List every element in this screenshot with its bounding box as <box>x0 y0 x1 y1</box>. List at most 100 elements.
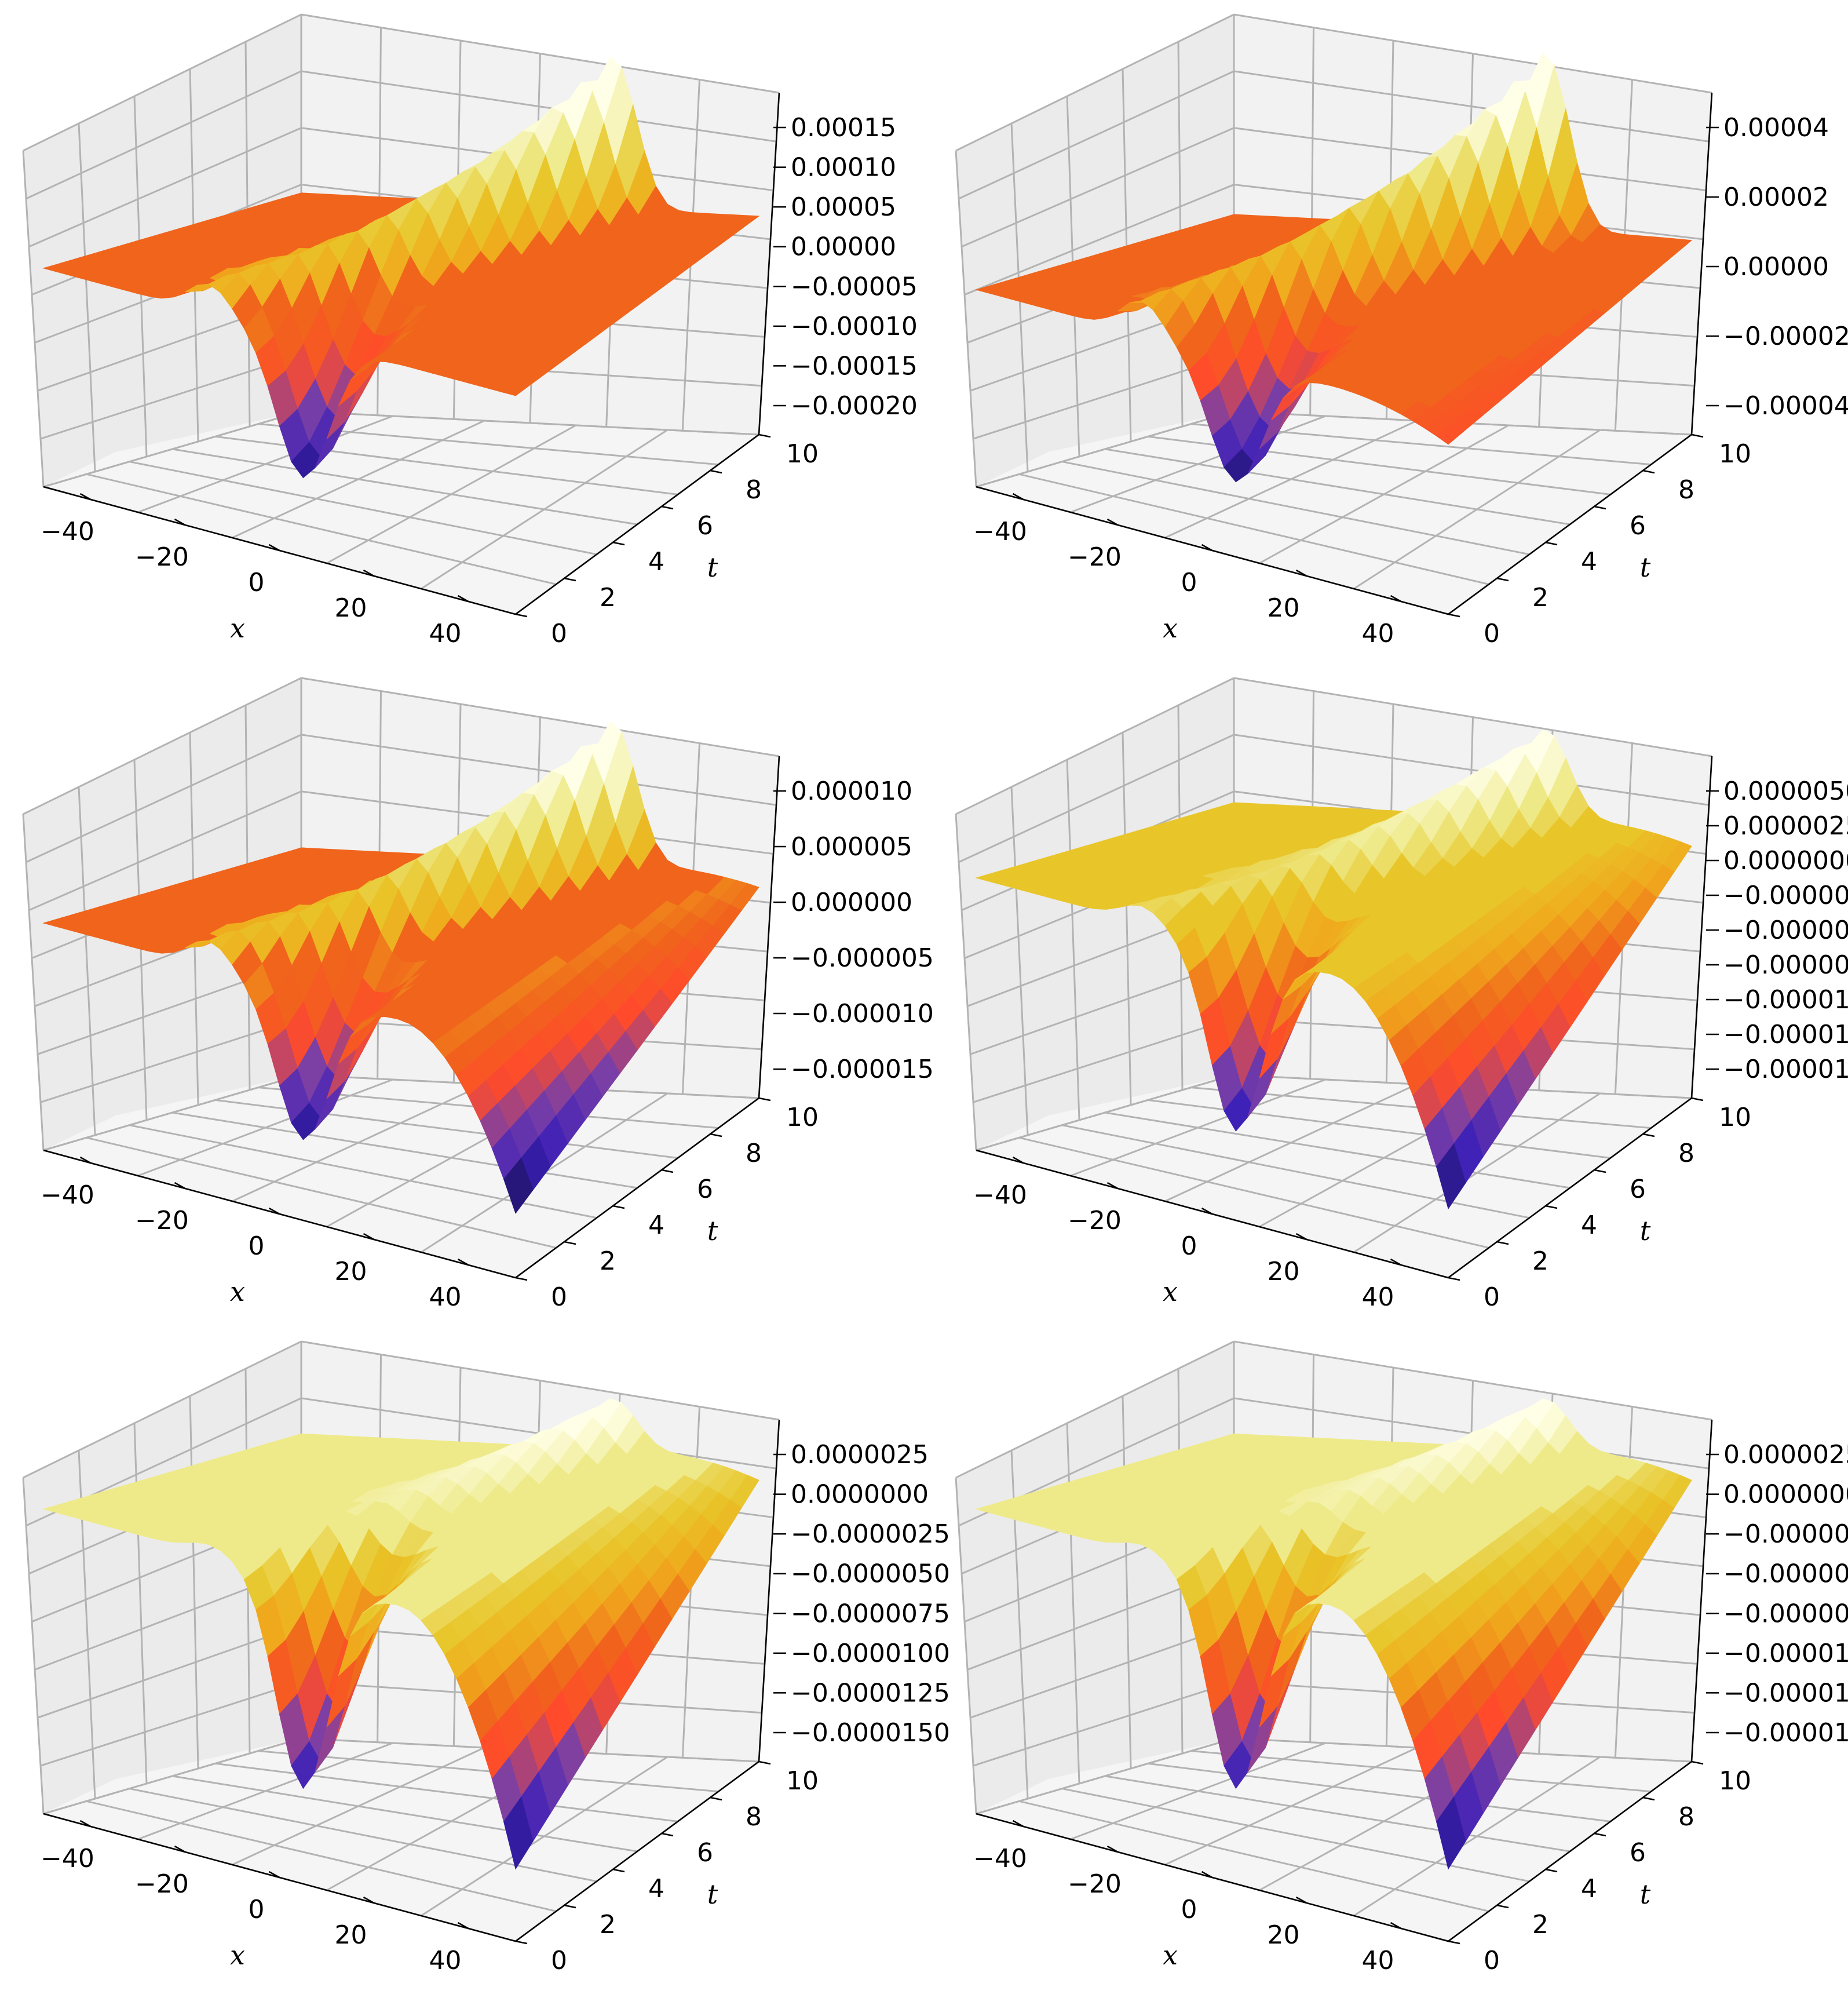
x-tick-mark <box>174 1182 186 1190</box>
y-tick-label: 0 <box>1484 1282 1500 1312</box>
z-tick-label: 0.00004 <box>1723 113 1829 143</box>
y-tick-label: 10 <box>786 1103 819 1132</box>
grid-line <box>301 1340 780 1421</box>
x-tick-mark <box>1390 595 1402 603</box>
y-tick-mark <box>1545 1868 1558 1873</box>
x-axis-label: x <box>230 1939 245 1971</box>
x-tick-label: 0 <box>249 1231 265 1261</box>
grid-line <box>1018 473 1489 585</box>
y-axis-line <box>515 1097 759 1279</box>
x-tick-mark <box>1390 1258 1402 1266</box>
y-tick-label: 2 <box>1532 1910 1548 1939</box>
grid-line <box>28 790 302 912</box>
grid-line <box>1233 734 1710 806</box>
x-tick-mark <box>1012 1820 1024 1828</box>
x-tick-mark <box>1295 1233 1308 1241</box>
x-tick-mark <box>79 493 92 501</box>
x-axis-label: x <box>1163 1939 1178 1971</box>
z-tick-label: 0.00010 <box>791 153 896 183</box>
grid-line <box>301 734 777 806</box>
grid-line <box>189 1395 199 1769</box>
y-tick-mark <box>758 1097 771 1102</box>
y-tick-label: 8 <box>1678 1139 1694 1168</box>
x-tick-label: −40 <box>41 1180 94 1210</box>
y-axis-line <box>1448 1760 1692 1942</box>
x-axis-label: x <box>230 612 245 644</box>
y-axis-label: t <box>1640 1879 1651 1910</box>
x-tick-label: 40 <box>1362 1282 1394 1312</box>
y-tick-label: 10 <box>786 1766 819 1796</box>
x-tick-mark <box>174 1845 186 1853</box>
y-tick-label: 6 <box>697 1838 713 1868</box>
y-tick-label: 0 <box>1484 619 1500 648</box>
x-tick-mark <box>268 544 280 552</box>
grid-line <box>40 353 302 440</box>
x-tick-mark <box>1295 569 1308 577</box>
z-tick-label: −0.0000150 <box>1723 1718 1848 1748</box>
y-tick-label: 8 <box>1678 475 1694 505</box>
z-tick-label: −0.00015 <box>791 351 918 381</box>
y-axis-line <box>1448 433 1692 615</box>
y-tick-label: 4 <box>648 547 664 577</box>
pane-left <box>956 678 1234 1150</box>
grid-line <box>28 127 302 248</box>
grid-line <box>961 127 1235 248</box>
grid-line <box>40 1680 302 1767</box>
grid-line <box>23 1340 302 1479</box>
y-tick-label: 8 <box>1678 1802 1694 1832</box>
y-tick-mark <box>515 1940 528 1945</box>
z-tick-label: −0.00010 <box>791 312 918 341</box>
x-tick-label: 0 <box>1181 1895 1197 1924</box>
z-tick-label: −0.000010 <box>791 999 934 1029</box>
y-tick-label: 0 <box>551 1946 567 1975</box>
y-tick-label: 2 <box>1532 583 1548 612</box>
y-tick-mark <box>564 1241 576 1245</box>
y-tick-mark <box>758 433 771 438</box>
y-tick-label: 6 <box>697 511 713 541</box>
y-axis-line <box>515 433 759 615</box>
x-tick-label: 40 <box>1362 1946 1394 1975</box>
x-tick-label: 40 <box>429 619 462 648</box>
grid-line <box>23 677 302 815</box>
y-tick-mark <box>1642 1133 1655 1137</box>
x-tick-mark <box>457 1258 469 1266</box>
y-tick-mark <box>1642 469 1655 474</box>
grid-line <box>301 677 780 757</box>
z-tick-label: 0.00000 <box>1723 252 1829 282</box>
grid-line <box>22 1477 45 1814</box>
surface-patch <box>503 1796 534 1870</box>
grid-line <box>1066 759 1080 1121</box>
subplot-2: −40 −20 0 20 40 0 2 4 6 8 10 0.00004 0.00002 0.00000 −… <box>955 13 1848 648</box>
y-tick-mark <box>564 1904 576 1909</box>
grid-line <box>1010 786 1029 1136</box>
x-tick-label: −20 <box>1068 1206 1122 1235</box>
z-tick-label: −0.0000050 <box>791 1559 950 1589</box>
pane-floor <box>43 411 759 614</box>
z-tick-label: −0.000005 <box>791 943 934 973</box>
z-tick-label: −0.0000100 <box>791 1639 950 1668</box>
z-axis-line <box>1690 92 1713 435</box>
y-tick-mark <box>1545 1205 1558 1209</box>
subplot-4: −40 −20 0 20 40 0 2 4 6 8 10 0.0000050 0.0000025 0.00… <box>955 677 1848 1312</box>
grid-line <box>1105 1111 1571 1189</box>
x-tick-label: 20 <box>1268 1257 1300 1286</box>
z-axis-line <box>1690 756 1713 1099</box>
surface <box>975 729 1692 1210</box>
grid-line <box>22 814 45 1151</box>
x-tick-mark <box>1106 518 1119 526</box>
y-tick-label: 6 <box>1630 1838 1646 1868</box>
y-tick-mark <box>1496 1241 1509 1245</box>
y-tick-mark <box>1691 1760 1704 1765</box>
grid-line <box>1018 1136 1489 1249</box>
x-tick-mark <box>1106 1845 1119 1853</box>
z-tick-label: −0.0000025 <box>1723 881 1848 910</box>
z-tick-label: −0.0000075 <box>1723 1599 1848 1628</box>
z-tick-label: −0.00002 <box>1723 322 1848 351</box>
y-tick-label: 10 <box>1719 1103 1751 1132</box>
x-tick-mark <box>1295 1896 1308 1904</box>
y-tick-mark <box>612 1868 625 1873</box>
x-tick-label: 20 <box>335 1920 367 1950</box>
y-tick-mark <box>1448 613 1460 618</box>
z-tick-label: −0.0000100 <box>1723 1639 1848 1668</box>
z-tick-label: 0.0000025 <box>791 1440 929 1470</box>
